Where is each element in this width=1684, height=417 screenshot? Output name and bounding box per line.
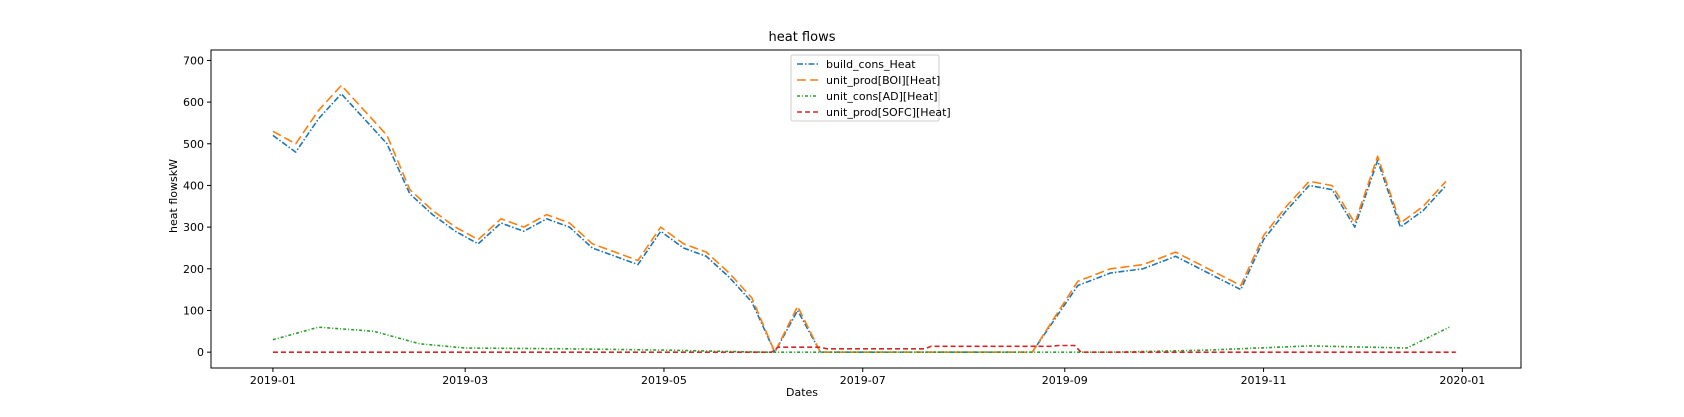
x-tick-label-0: 2019-01 <box>250 374 296 387</box>
y-tick-label-2: 200 <box>183 263 204 276</box>
series-line-2 <box>272 326 1450 354</box>
x-tick-label-1: 2019-03 <box>442 374 488 387</box>
series-line-1 <box>272 84 1447 354</box>
chart-title: heat flows <box>769 30 836 45</box>
legend-label-3: unit_prod[SOFC][Heat] <box>826 106 951 119</box>
x-tick-label-4: 2019-09 <box>1042 374 1088 387</box>
legend-frame <box>790 54 940 122</box>
y-tick-label-4: 400 <box>183 179 204 192</box>
y-tick-label-3: 300 <box>183 221 204 234</box>
series-line-3 <box>272 344 1456 354</box>
y-tick-label-0: 0 <box>197 346 204 359</box>
series-line-0 <box>272 93 1447 354</box>
y-tick-label-6: 600 <box>183 96 204 109</box>
y-ticks: 0 100 200 300 400 500 600 700 <box>183 54 211 359</box>
x-axis-label: Dates <box>786 386 818 399</box>
legend-label-1: unit_prod[BOI][Heat] <box>826 74 940 87</box>
y-tick-label-5: 500 <box>183 138 204 151</box>
legend: build_cons_Heat unit_prod[BOI][Heat] unit_… <box>790 54 951 122</box>
x-tick-label-2: 2019-05 <box>641 374 687 387</box>
x-tick-label-5: 2019-11 <box>1241 374 1287 387</box>
legend-items: build_cons_Heat unit_prod[BOI][Heat] unit_… <box>797 58 951 119</box>
legend-label-0: build_cons_Heat <box>826 58 916 71</box>
x-tick-label-6: 2020-01 <box>1439 374 1485 387</box>
y-axis-label: heat flowskW <box>167 159 180 233</box>
legend-label-2: unit_cons[AD][Heat] <box>826 90 938 103</box>
series-layer <box>272 84 1456 354</box>
y-tick-label-7: 700 <box>183 54 204 67</box>
y-tick-label-1: 100 <box>183 304 204 317</box>
x-tick-label-3: 2019-07 <box>840 374 886 387</box>
x-ticks: 2019-01 2019-03 2019-05 2019-07 2019-09 2019-… <box>250 368 1485 387</box>
plot-frame <box>210 49 1522 369</box>
